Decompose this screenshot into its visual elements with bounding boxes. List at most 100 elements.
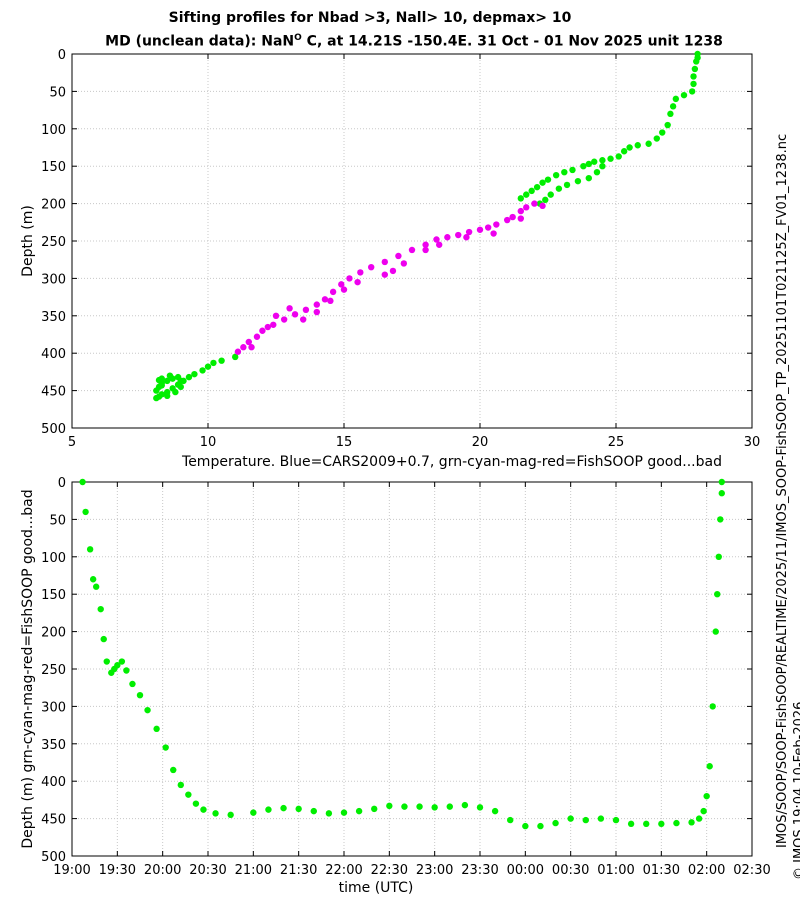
data-point xyxy=(599,157,606,164)
data-point xyxy=(265,806,272,813)
data-point xyxy=(436,241,443,248)
x-tick-label: 00:30 xyxy=(552,863,589,878)
title-line-2-part-a: MD (unclean data): NaN xyxy=(105,33,295,50)
data-point xyxy=(533,183,541,191)
data-point xyxy=(234,348,242,355)
file-path-text: IMOS/SOOP/SOOP-FishSOOP/REALTIME/2025/11… xyxy=(775,536,790,848)
data-point xyxy=(597,815,605,822)
x-tick-label: 25 xyxy=(608,435,625,450)
data-point xyxy=(667,110,674,118)
data-point xyxy=(245,338,252,346)
data-point xyxy=(346,275,353,282)
data-point xyxy=(612,816,620,824)
data-point xyxy=(172,388,179,396)
data-point xyxy=(253,333,261,340)
x-tick-label: 20 xyxy=(472,435,489,450)
data-point xyxy=(280,316,288,323)
data-point xyxy=(659,129,666,136)
y-tick-label: 400 xyxy=(41,347,66,362)
data-point xyxy=(567,815,574,822)
data-point xyxy=(204,363,212,370)
y-tick-label: 100 xyxy=(41,123,66,138)
x-tick-label: 20:00 xyxy=(144,863,181,878)
x-tick-label: 23:00 xyxy=(416,863,453,878)
data-point xyxy=(408,246,416,254)
data-point xyxy=(695,815,703,822)
y-tick-label: 500 xyxy=(41,850,66,865)
data-point xyxy=(493,221,500,228)
data-point xyxy=(490,230,497,237)
data-point xyxy=(688,88,696,95)
y-tick-label: 150 xyxy=(41,160,66,175)
y-tick-label: 300 xyxy=(41,272,66,287)
data-point xyxy=(718,478,725,486)
x-tick-label: 19:30 xyxy=(99,863,136,878)
data-point xyxy=(523,191,530,198)
data-point xyxy=(340,286,348,293)
data-point xyxy=(585,174,592,182)
data-point xyxy=(517,195,524,202)
data-point xyxy=(86,546,94,553)
data-point xyxy=(100,635,107,643)
data-point xyxy=(250,809,257,816)
data-point xyxy=(153,394,160,402)
data-point xyxy=(714,591,721,598)
x-tick-label: 02:30 xyxy=(733,863,770,878)
data-point xyxy=(291,311,299,318)
data-point xyxy=(129,680,136,688)
time-depth-panel: 19:00 19:30 20:00 20:30 21:00 21:30 22:00 22:30… xyxy=(20,476,771,896)
y-tick-label: 200 xyxy=(41,626,66,641)
data-point xyxy=(680,91,688,99)
data-point xyxy=(444,234,451,241)
data-point xyxy=(310,807,317,815)
x-tick-label: 01:30 xyxy=(643,863,680,878)
data-point xyxy=(509,213,516,221)
data-point xyxy=(690,73,697,80)
data-point xyxy=(706,763,713,770)
data-point xyxy=(79,478,86,486)
data-point xyxy=(690,80,697,88)
data-point xyxy=(491,807,499,815)
data-point xyxy=(191,370,198,378)
data-point xyxy=(170,766,177,774)
data-point xyxy=(643,820,650,828)
data-point xyxy=(218,357,225,364)
y-tick-label: 0 xyxy=(58,476,66,491)
y-tick-label: 50 xyxy=(49,513,66,528)
y-tick-label: 300 xyxy=(41,700,66,715)
x-tick-label: 15 xyxy=(336,435,353,450)
data-point xyxy=(569,166,576,174)
y-tick-label: 250 xyxy=(41,663,66,678)
data-point xyxy=(199,367,206,374)
data-point xyxy=(555,185,563,192)
data-point xyxy=(82,508,89,516)
data-point xyxy=(718,490,725,497)
y-tick-label: 150 xyxy=(41,588,66,603)
data-point xyxy=(582,816,589,824)
data-point xyxy=(465,228,473,236)
data-point xyxy=(329,288,337,296)
data-point xyxy=(166,372,174,379)
data-point xyxy=(591,158,598,165)
data-point xyxy=(645,140,652,147)
data-point xyxy=(401,803,408,810)
data-point xyxy=(463,234,470,241)
chart-title-line-2: MD (unclean data): NaNO C, at 14.21S -15… xyxy=(14,33,800,50)
data-point xyxy=(537,822,544,830)
data-point xyxy=(177,383,184,391)
data-point xyxy=(327,297,334,305)
data-point xyxy=(144,706,151,714)
data-point xyxy=(484,224,492,231)
data-point xyxy=(259,327,266,334)
x-tick-label: 22:30 xyxy=(371,863,408,878)
data-point xyxy=(476,226,484,233)
data-point xyxy=(185,373,193,381)
data-point xyxy=(422,241,429,248)
data-point xyxy=(313,308,320,316)
data-point xyxy=(210,359,217,367)
data-point xyxy=(658,820,665,828)
data-point xyxy=(634,142,641,149)
data-point xyxy=(103,658,110,665)
data-point xyxy=(123,667,130,674)
data-point xyxy=(357,269,364,276)
